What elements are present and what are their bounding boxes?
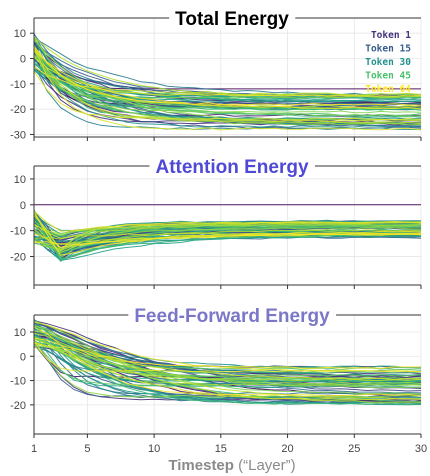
y-tick-label: -20: [10, 252, 26, 264]
legend-entry: Token 15: [365, 44, 411, 55]
y-tick-label: 0: [20, 351, 26, 363]
total-energy-title: Total Energy: [175, 9, 289, 30]
y-tick-label: -20: [10, 104, 26, 116]
x-tick-label: 25: [348, 443, 360, 455]
legend: Token 1 Token 15 Token 30 Token 45 Token 64: [365, 30, 411, 95]
y-tick-label: 0: [20, 54, 26, 66]
y-tick-label: -10: [10, 79, 26, 91]
x-axis-label-rest: (“Layer”): [234, 457, 296, 474]
legend-entry: Token 30: [365, 57, 411, 68]
y-tick-label: 10: [14, 327, 26, 339]
y-tick-label: -30: [10, 129, 26, 141]
x-tick-label: 20: [281, 443, 293, 455]
x-axis-label: Timestep (“Layer”): [168, 457, 295, 474]
x-tick-label: 30: [415, 443, 427, 455]
y-tick-label: 0: [20, 200, 26, 212]
total-energy-lines: [34, 33, 421, 130]
attention-energy-title: Attention Energy: [155, 157, 308, 178]
y-tick-label: -10: [10, 376, 26, 388]
x-tick-label: 10: [148, 443, 160, 455]
y-tick-label: 10: [14, 174, 26, 186]
feed-forward-energy-title: Feed-Forward Energy: [134, 306, 330, 327]
x-axis-label-bold: Timestep: [168, 457, 234, 474]
legend-entry: Token 45: [365, 71, 411, 82]
legend-entry: Token 64: [365, 84, 411, 95]
y-tick-label: 10: [14, 28, 26, 40]
feed-forward-energy-panel: 10 0 -10 -20 Feed-Forward Energy: [10, 306, 421, 438]
x-tick-label: 15: [215, 443, 227, 455]
y-tick-label: -10: [10, 226, 26, 238]
attention-energy-lines: [34, 205, 421, 261]
legend-entry: Token 1: [371, 30, 411, 41]
x-tick-label: 1: [31, 443, 37, 455]
attention-energy-panel: 10 0 -10 -20 Attention Energy: [10, 157, 421, 289]
x-axis-ticks: 1 5 10 15 20 25 30: [31, 443, 427, 455]
y-tick-label: -20: [10, 400, 26, 412]
x-tick-label: 5: [84, 443, 90, 455]
